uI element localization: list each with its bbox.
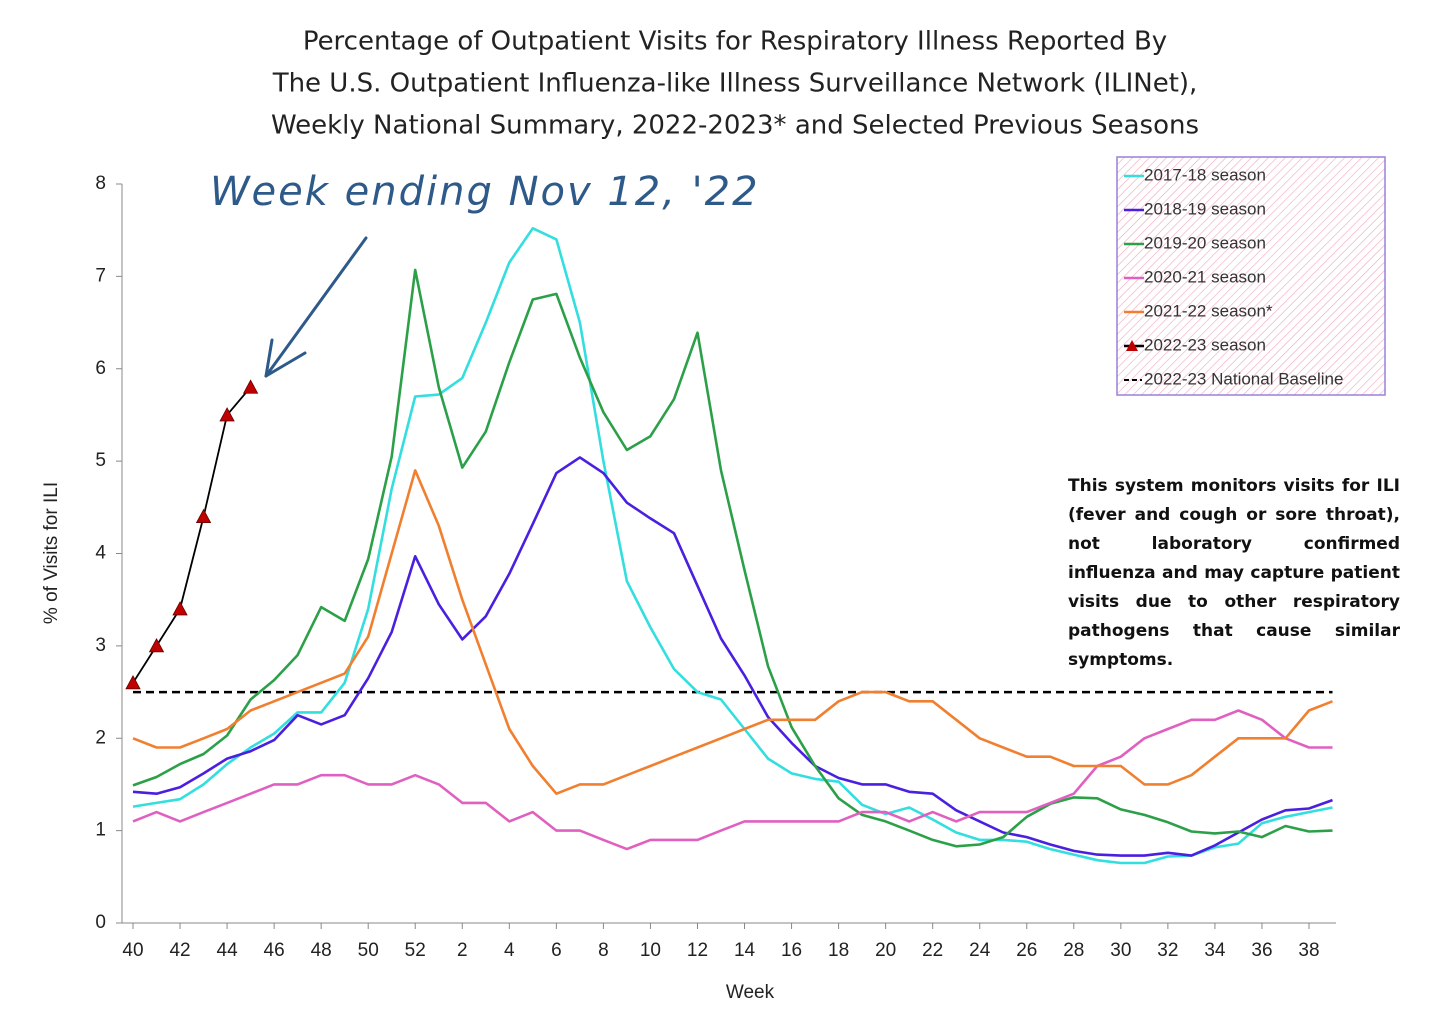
y-tick-label: 8 (95, 173, 106, 194)
y-tick-label: 3 (95, 635, 106, 656)
legend-label: 2017-18 season (1144, 165, 1266, 184)
x-tick-label: 12 (687, 940, 708, 961)
series-line (132, 469, 1333, 795)
x-tick-label: 42 (169, 940, 190, 961)
series-line (132, 386, 252, 684)
x-tick-label: 26 (1016, 940, 1037, 961)
annotation-arrow (264, 236, 368, 378)
x-axis-label: Week (726, 982, 775, 1003)
legend-label: 2022-23 National Baseline (1144, 369, 1343, 388)
x-tick-label: 18 (828, 940, 849, 961)
x-tick-label: 40 (122, 940, 143, 961)
legend-label: 2020-21 season (1144, 267, 1266, 286)
series-line (132, 456, 1333, 857)
x-tick-label: 46 (264, 940, 285, 961)
data-point (125, 674, 141, 690)
data-point (219, 407, 235, 422)
x-tick-label: 22 (922, 940, 943, 961)
x-tick-label: 36 (1251, 940, 1272, 961)
y-tick-label: 5 (95, 450, 106, 471)
y-tick-label: 4 (95, 543, 106, 564)
x-tick-label: 38 (1298, 940, 1319, 961)
y-tick-label: 6 (95, 358, 106, 379)
y-tick-label: 1 (95, 820, 106, 841)
chart-title: Percentage of Outpatient Visits for Resp… (303, 27, 1167, 57)
annotation: Week ending Nov 12, '22 (210, 169, 760, 215)
data-point (195, 508, 212, 523)
x-tick-label: 10 (640, 940, 661, 961)
data-point (242, 379, 259, 394)
data-point (172, 601, 188, 616)
x-tick-label: 6 (551, 940, 562, 961)
legend-label: 2022-23 season (1144, 335, 1266, 354)
x-tick-label: 52 (405, 940, 426, 961)
x-tick-label: 28 (1063, 940, 1084, 961)
note: This system monitors visits for ILI (fev… (1068, 476, 1400, 670)
x-tick-label: 20 (875, 940, 896, 961)
chart-title: Weekly National Summary, 2022-2023* and … (271, 111, 1199, 141)
x-tick-label: 14 (734, 940, 756, 961)
legend-box (1116, 156, 1386, 396)
x-tick-label: 32 (1157, 940, 1178, 961)
y-tick-label: 0 (95, 912, 106, 933)
series-line (132, 709, 1333, 851)
x-tick-label: 34 (1204, 940, 1226, 961)
x-tick-label: 16 (781, 940, 802, 961)
x-tick-label: 24 (969, 940, 991, 961)
x-tick-label: 48 (311, 940, 332, 961)
legend-label: 2018-19 season (1144, 199, 1266, 218)
chart-title: The U.S. Outpatient Influenza-like Illne… (272, 69, 1198, 99)
y-tick-label: 2 (95, 727, 106, 748)
legend-label: 2021-22 season* (1144, 301, 1273, 320)
y-axis-label: % of Visits for ILI (41, 482, 62, 624)
x-tick-label: 50 (358, 940, 379, 961)
series-line (132, 268, 1333, 848)
legend-label: 2019-20 season (1144, 233, 1266, 252)
x-tick-label: 30 (1110, 940, 1131, 961)
x-tick-label: 4 (504, 940, 515, 961)
x-tick-label: 2 (457, 940, 468, 961)
x-tick-label: 44 (217, 940, 239, 961)
x-tick-label: 8 (598, 940, 609, 961)
legend-marker (1126, 340, 1138, 351)
data-point (148, 638, 165, 653)
y-tick-label: 7 (95, 265, 106, 286)
series-line (132, 227, 1333, 865)
